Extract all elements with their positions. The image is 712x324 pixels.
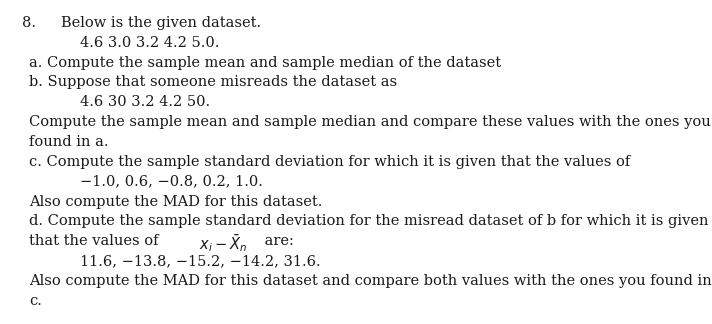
Text: 4.6 3.0 3.2 4.2 5.0.: 4.6 3.0 3.2 4.2 5.0. (80, 36, 220, 50)
Text: found in a.: found in a. (29, 135, 109, 149)
Text: a. Compute the sample mean and sample median of the dataset: a. Compute the sample mean and sample me… (29, 56, 501, 70)
Text: −1.0, 0.6, −0.8, 0.2, 1.0.: −1.0, 0.6, −0.8, 0.2, 1.0. (80, 175, 263, 189)
Text: d. Compute the sample standard deviation for the misread dataset of b for which : d. Compute the sample standard deviation… (29, 214, 709, 228)
Text: 11.6, −13.8, −15.2, −14.2, 31.6.: 11.6, −13.8, −15.2, −14.2, 31.6. (80, 254, 321, 268)
Text: are:: are: (260, 234, 294, 248)
Text: b. Suppose that someone misreads the dataset as: b. Suppose that someone misreads the dat… (29, 75, 397, 89)
Text: c. Compute the sample standard deviation for which it is given that the values o: c. Compute the sample standard deviation… (29, 155, 635, 169)
Text: 8.: 8. (23, 16, 36, 30)
Text: Also compute the MAD for this dataset.: Also compute the MAD for this dataset. (29, 194, 323, 209)
Text: Compute the sample mean and sample median and compare these values with the ones: Compute the sample mean and sample media… (29, 115, 711, 129)
Text: Also compute the MAD for this dataset and compare both values with the ones you : Also compute the MAD for this dataset an… (29, 274, 712, 288)
Text: Below is the given dataset.: Below is the given dataset. (61, 16, 261, 30)
Text: that the values of: that the values of (29, 234, 164, 248)
Text: $x_i - \bar{X}_n$: $x_i - \bar{X}_n$ (199, 232, 247, 254)
Text: c.: c. (29, 294, 42, 308)
Text: 4.6 30 3.2 4.2 50.: 4.6 30 3.2 4.2 50. (80, 95, 211, 109)
